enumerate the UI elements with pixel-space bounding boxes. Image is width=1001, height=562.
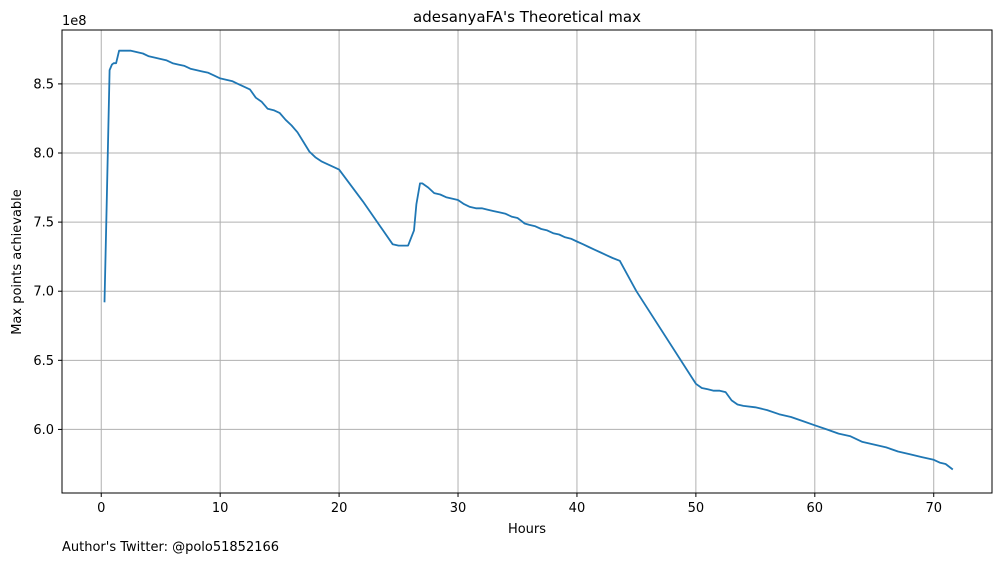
x-tick-label: 10 bbox=[212, 501, 229, 516]
y-axis-label: Max points achievable bbox=[10, 189, 25, 335]
x-tick-label: 50 bbox=[688, 501, 705, 516]
series-line bbox=[103, 49, 954, 471]
y-tick-label: 8.0 bbox=[33, 147, 54, 162]
x-tick-label: 60 bbox=[807, 501, 824, 516]
x-tick-label: 30 bbox=[450, 501, 467, 516]
plot-area-frame bbox=[61, 29, 993, 494]
x-tick-label: 70 bbox=[925, 501, 942, 516]
x-tick-label: 20 bbox=[331, 501, 348, 516]
chart-title: adesanyaFA's Theoretical max bbox=[413, 8, 641, 26]
y-tick-label: 7.5 bbox=[33, 216, 54, 231]
grid-lines bbox=[62, 30, 992, 493]
x-tick-label: 0 bbox=[97, 501, 105, 516]
axis-ticks: 0 10 20 30 40 50 60 70 6.0 6.5 7.0 7.5 8.0 8.5 bbox=[33, 77, 942, 516]
y-tick-label: 8.5 bbox=[33, 77, 54, 92]
x-tick-label: 40 bbox=[569, 501, 586, 516]
x-axis-label: Hours bbox=[508, 522, 546, 537]
y-tick-label: 6.5 bbox=[33, 354, 54, 369]
y-tick-label: 7.0 bbox=[33, 285, 54, 300]
author-footnote: Author's Twitter: @polo51852166 bbox=[62, 540, 279, 555]
y-tick-label: 6.0 bbox=[33, 423, 54, 438]
y-axis-offset-label: 1e8 bbox=[62, 14, 87, 29]
